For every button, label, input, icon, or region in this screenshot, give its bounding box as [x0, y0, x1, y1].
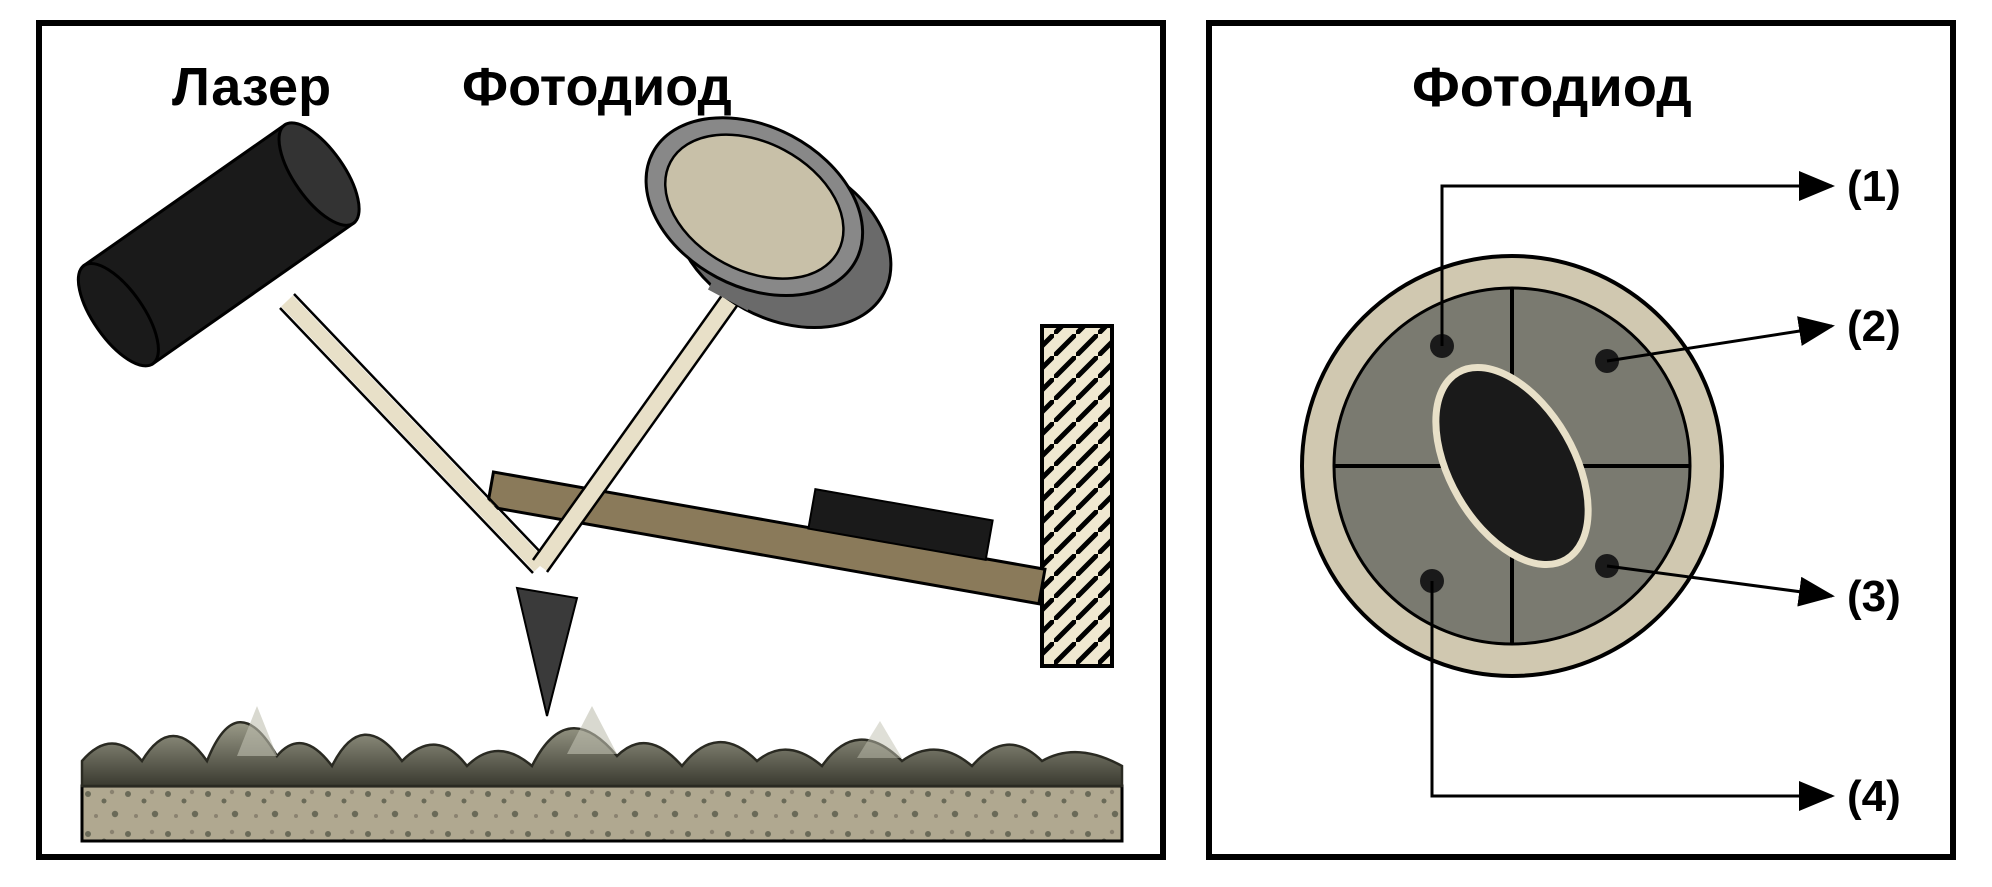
laser-beam-incident: [280, 294, 547, 573]
callout-label-3: (3): [1847, 572, 1901, 621]
photodiode-detail-svg: (1) (2) (3) (4): [1212, 26, 1950, 854]
photodiode-detector: [608, 82, 929, 363]
cantilever-mount: [1042, 326, 1112, 666]
photodiode-title-right: Фотодиод: [1412, 54, 1692, 119]
afm-schematic-panel: Лазер Фотодиод: [36, 20, 1166, 860]
substrate-base: [82, 786, 1122, 841]
callout-label-1: (1): [1847, 162, 1901, 211]
laser-label: Лазер: [172, 56, 331, 118]
callout-label-4: (4): [1847, 772, 1901, 821]
photodiode-label-left: Фотодиод: [462, 56, 732, 118]
afm-tip: [517, 588, 577, 716]
callout-label-2: (2): [1847, 302, 1901, 351]
afm-schematic-svg: [42, 26, 1160, 854]
photodiode-detail-panel: (1) (2) (3) (4) Фотодиод: [1206, 20, 1956, 860]
